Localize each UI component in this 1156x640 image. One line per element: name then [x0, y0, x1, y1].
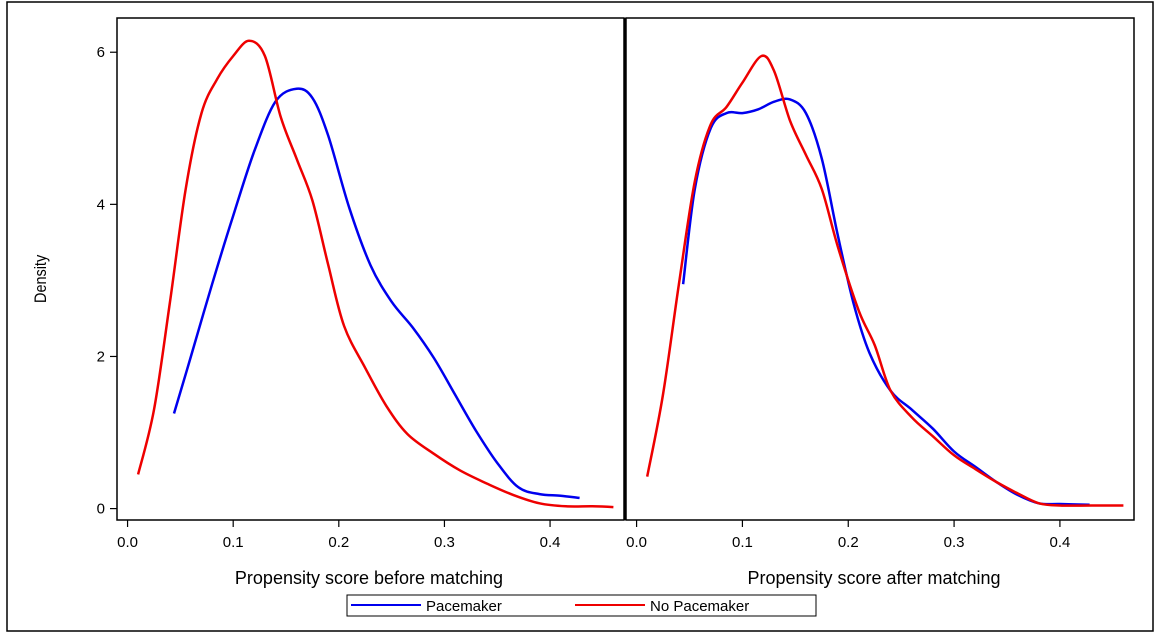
- x-axis-label-before: Propensity score before matching: [235, 568, 503, 588]
- x-tick-label-after: 0.3: [944, 534, 965, 551]
- plot-frame-after: [626, 18, 1134, 520]
- series-line-no-pacemaker-after: [647, 56, 1123, 506]
- x-tick-label-before: 0.0: [117, 534, 138, 551]
- panel-after: 0.0 0.1 0.2 0.3 0.4: [626, 18, 1134, 551]
- plot-frame-before: [117, 18, 624, 520]
- series-line-pacemaker-before: [174, 89, 580, 498]
- legend-label-pacemaker: Pacemaker: [426, 598, 502, 615]
- x-tick-label-before: 0.3: [434, 534, 455, 551]
- panel-before: 0.0 0.1 0.2 0.3 0.4 0 2 4 6: [97, 18, 624, 551]
- legend: Pacemaker No Pacemaker: [347, 595, 816, 616]
- x-tick-label-after: 0.2: [838, 534, 859, 551]
- y-axis-label: Density: [32, 255, 50, 303]
- legend-label-no-pacemaker: No Pacemaker: [650, 598, 749, 615]
- outer-border: [7, 2, 1153, 631]
- y-tick-label: 4: [97, 196, 105, 213]
- x-tick-label-after: 0.1: [732, 534, 753, 551]
- x-tick-label-before: 0.4: [540, 534, 561, 551]
- x-tick-label-before: 0.1: [223, 534, 244, 551]
- x-tick-label-after: 0.4: [1049, 534, 1070, 551]
- x-tick-label-after: 0.0: [626, 534, 647, 551]
- y-tick-label: 2: [97, 348, 105, 365]
- series-line-pacemaker-after: [683, 99, 1090, 505]
- x-tick-label-before: 0.2: [328, 534, 349, 551]
- y-tick-label: 0: [97, 501, 105, 518]
- x-axis-label-after: Propensity score after matching: [747, 568, 1000, 588]
- y-tick-label: 6: [97, 44, 105, 61]
- panels: 0.0 0.1 0.2 0.3 0.4 0 2 4 6 0.0 0.1 0.2 0.3 0.4: [97, 18, 1134, 551]
